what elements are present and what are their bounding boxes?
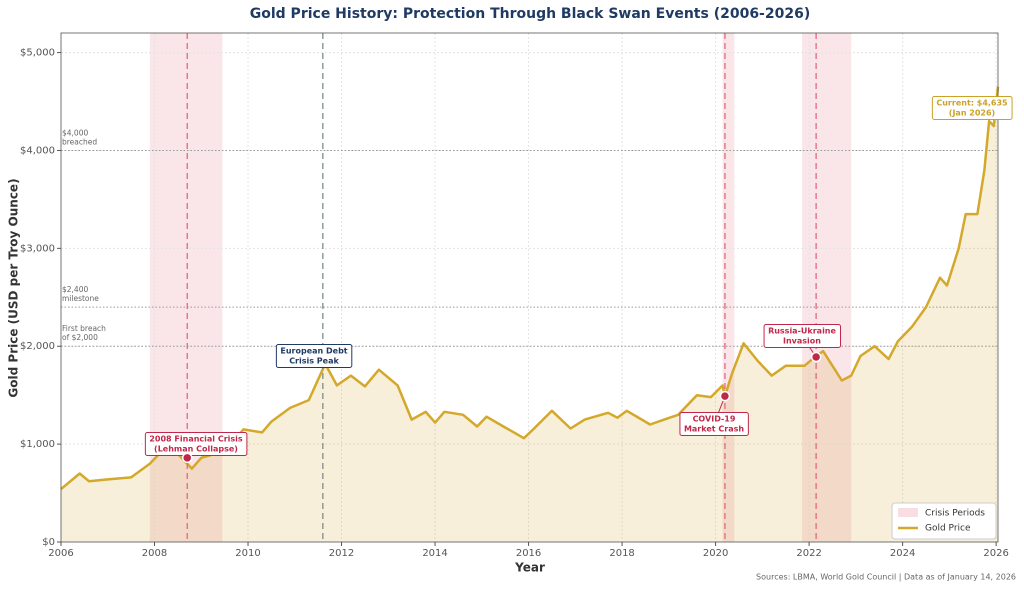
x-tick-label: 2012 (329, 548, 354, 559)
crisis-region (722, 33, 735, 542)
legend-label: Gold Price (925, 524, 971, 534)
annotation-text: Market Crash (684, 425, 744, 434)
x-tick-label: 2022 (796, 548, 821, 559)
price-line (60, 86, 1000, 491)
legend: Crisis Periods Gold Price (891, 502, 997, 540)
y-tick-label: $1,000 (20, 439, 55, 450)
event-point (719, 390, 731, 402)
annotation-text: Russia-Ukraine (768, 327, 836, 336)
annotation-text: Crisis Peak (289, 357, 339, 366)
crisis-region (802, 33, 852, 542)
annotation-box (931, 96, 1013, 120)
annotation-box (679, 412, 749, 436)
annotation-box (275, 344, 353, 368)
event-point (810, 351, 822, 363)
reference-label: $2,400 (62, 285, 88, 294)
reference-label: of $2,000 (62, 333, 98, 342)
plot-frame (60, 32, 999, 543)
annotation: Current: $4,635(Jan 2026) (931, 96, 1013, 120)
y-axis-label: Gold Price (USD per Troy Ounce) (7, 178, 21, 397)
x-tick-label: 2008 (142, 548, 167, 559)
annotation-box (763, 324, 841, 348)
y-tick-label: $3,000 (20, 243, 55, 254)
x-axis-label: Year (514, 561, 545, 575)
reference-label: $4,000 (62, 128, 88, 137)
y-tick-label: $5,000 (20, 48, 55, 59)
x-tick-label: 2024 (890, 548, 915, 559)
x-tick-label: 2006 (48, 548, 73, 559)
annotation-text: European Debt (280, 347, 347, 356)
x-tick-label: 2018 (609, 548, 634, 559)
x-tick-label: 2014 (422, 548, 447, 559)
annotation-text: Current: $4,635 (936, 99, 1008, 108)
annotation-box (144, 432, 248, 456)
reference-label: breached (62, 137, 97, 146)
reference-label: First breach (62, 324, 106, 333)
legend-swatch (898, 508, 918, 517)
annotation: 2008 Financial Crisis(Lehman Collapse) (144, 432, 248, 456)
y-tick-label: $0 (42, 537, 55, 548)
x-tick-label: 2016 (516, 548, 541, 559)
y-tick-label: $4,000 (20, 145, 55, 156)
annotation-text: (Jan 2026) (949, 109, 995, 118)
reference-label: milestone (62, 294, 99, 303)
source-note: Sources: LBMA, World Gold Council | Data… (756, 573, 1016, 582)
annotation-text: 2008 Financial Crisis (149, 435, 243, 444)
chart-title: Gold Price History: Protection Through B… (250, 6, 810, 22)
x-tick-label: 2010 (235, 548, 260, 559)
legend-label: Crisis Periods (925, 509, 985, 519)
x-tick-label: 2026 (983, 548, 1008, 559)
annotation-text: Invasion (783, 337, 821, 346)
annotation-text: (Lehman Collapse) (154, 445, 238, 454)
price-area (61, 86, 998, 543)
y-tick-label: $2,000 (20, 341, 55, 352)
x-tick-label: 2020 (703, 548, 728, 559)
event-point (181, 452, 193, 464)
annotation-text: COVID-19 (693, 415, 736, 424)
